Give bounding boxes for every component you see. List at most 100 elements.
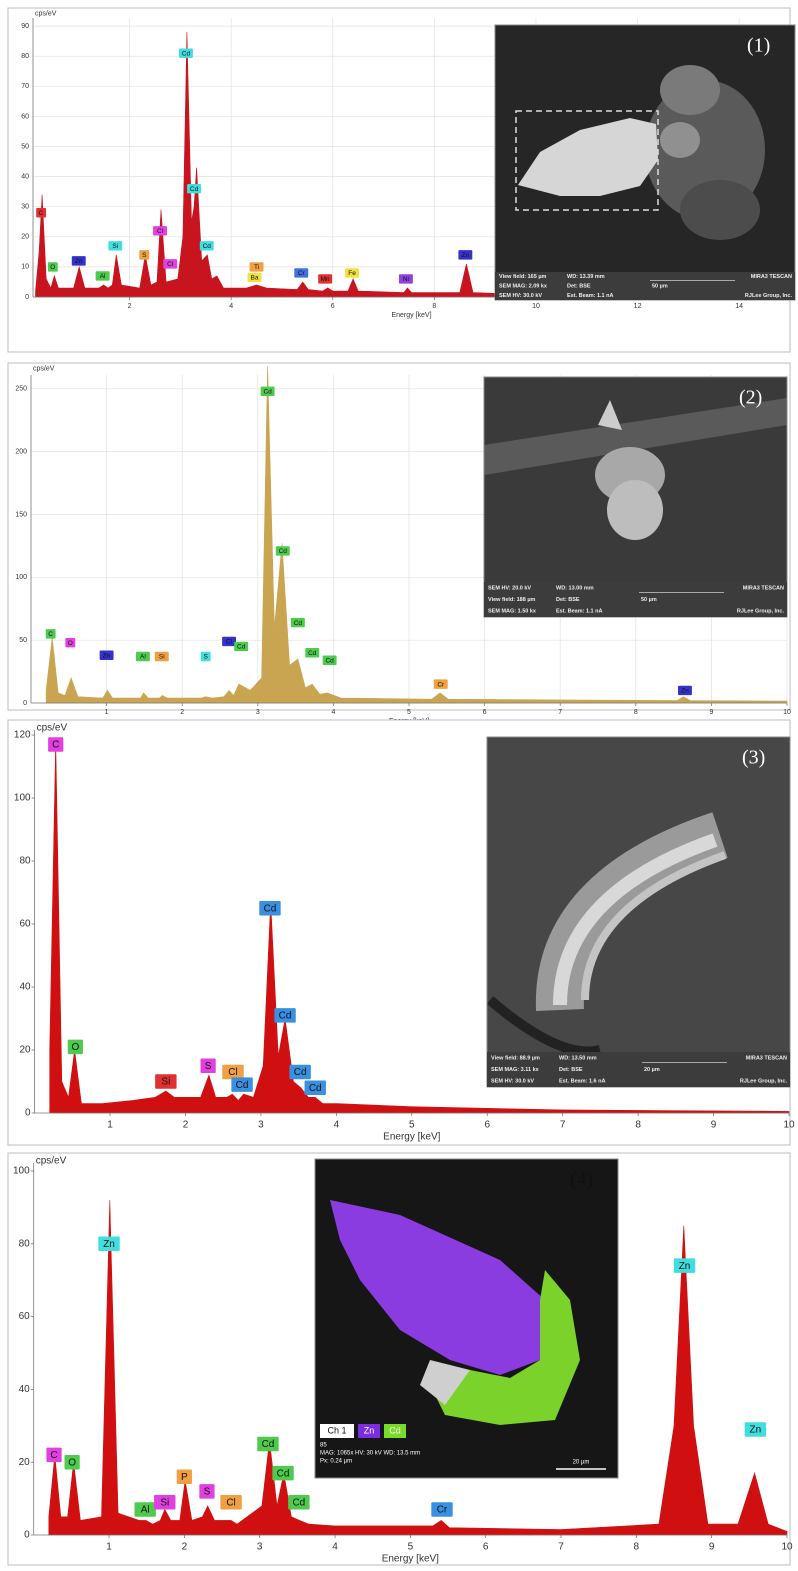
y-tick-label: 50 bbox=[21, 143, 29, 150]
peak-label: Ba bbox=[251, 275, 259, 282]
peak-label: C bbox=[39, 210, 44, 217]
sem-image bbox=[484, 377, 787, 617]
peak-label: Cr bbox=[437, 1505, 448, 1516]
x-tick-label: 10 bbox=[783, 1120, 795, 1131]
y-tick-label: 20 bbox=[19, 1045, 31, 1056]
peak-label: Cd bbox=[309, 1083, 322, 1094]
y-tick-label: 90 bbox=[21, 23, 29, 30]
image-label: (3) bbox=[742, 747, 765, 769]
sem-image bbox=[487, 737, 790, 1087]
x-tick-label: 1 bbox=[106, 1542, 112, 1553]
peak-label: Zn bbox=[75, 258, 83, 265]
peak-label: Al bbox=[141, 1505, 150, 1516]
peak-label: Mn bbox=[321, 276, 330, 283]
peak-label: Ti bbox=[254, 264, 259, 271]
info-text: 20 µm bbox=[644, 1067, 660, 1073]
x-tick-label: 7 bbox=[558, 1542, 564, 1553]
x-tick-label: 7 bbox=[558, 709, 562, 716]
peak-label: Cd bbox=[308, 650, 317, 657]
info-text: SEM MAG: 2.09 kx bbox=[499, 283, 548, 289]
peak-label: Si bbox=[112, 243, 118, 250]
x-axis-label: Energy [keV] bbox=[382, 1554, 439, 1565]
y-tick-label: 250 bbox=[15, 386, 27, 393]
peak-label: O bbox=[68, 1457, 76, 1468]
image-info: MAG: 1065x HV: 30 kV WD: 13.5 mm bbox=[320, 1451, 420, 1457]
info-text: RJLee Group, Inc. bbox=[737, 609, 785, 615]
x-tick-label: 7 bbox=[560, 1120, 566, 1131]
peak-label: Cd bbox=[182, 50, 191, 57]
info-text: WD: 13.39 mm bbox=[567, 274, 605, 280]
y-tick-label: 80 bbox=[19, 856, 31, 867]
peak-label: O bbox=[68, 640, 73, 647]
peak-label: S bbox=[205, 1061, 212, 1072]
x-tick-label: 4 bbox=[334, 1120, 340, 1131]
sem-image bbox=[495, 25, 795, 300]
info-text: Det: BSE bbox=[559, 1067, 583, 1073]
y-tick-label: 100 bbox=[14, 793, 31, 804]
peak-label: P bbox=[181, 1472, 188, 1483]
x-tick-label: 4 bbox=[229, 303, 233, 310]
peak-label: C bbox=[50, 1450, 57, 1461]
y-tick-label: 80 bbox=[19, 1238, 31, 1249]
x-tick-label: 12 bbox=[634, 303, 642, 310]
y-axis-label: cps/eV bbox=[35, 11, 57, 18]
peak-label: Zn bbox=[103, 652, 111, 659]
y-tick-label: 50 bbox=[19, 637, 27, 644]
peak-label: Zn bbox=[462, 252, 470, 259]
peak-label: Cd bbox=[237, 644, 246, 651]
x-tick-label: 10 bbox=[781, 1542, 793, 1553]
info-text: Det: BSE bbox=[567, 283, 591, 289]
info-text: View field: 88.9 µm bbox=[491, 1055, 540, 1061]
channel-label: Zn bbox=[364, 1425, 375, 1435]
peak-label: C bbox=[52, 740, 59, 751]
image-label: (2) bbox=[739, 387, 762, 409]
particle bbox=[607, 480, 663, 540]
x-tick-label: 6 bbox=[484, 1120, 490, 1131]
x-tick-label: 4 bbox=[332, 1542, 338, 1553]
peak-label: Cr bbox=[437, 681, 445, 688]
y-tick-label: 80 bbox=[21, 53, 29, 60]
x-tick-label: 3 bbox=[257, 1542, 263, 1553]
peak-label: Si bbox=[160, 1497, 169, 1508]
y-tick-label: 60 bbox=[19, 1311, 31, 1322]
page: {"chart_data": [ {"type": "area", "ylabe… bbox=[0, 0, 798, 1571]
y-tick-label: 150 bbox=[15, 511, 27, 518]
y-tick-label: 60 bbox=[21, 113, 29, 120]
x-tick-label: 8 bbox=[635, 1120, 641, 1131]
peak-label: O bbox=[71, 1042, 79, 1053]
peak-label: Zn bbox=[679, 1261, 691, 1272]
info-text: MIRA3 TESCAN bbox=[746, 1055, 787, 1061]
particle-cluster bbox=[660, 65, 720, 115]
info-text: Est. Beam: 1.6 nA bbox=[559, 1079, 605, 1085]
peak-label: Cd bbox=[279, 548, 288, 555]
x-tick-label: 1 bbox=[105, 709, 109, 716]
y-axis-label: cps/eV bbox=[37, 723, 68, 734]
peak-label: Cl bbox=[226, 1497, 235, 1508]
info-text: WD: 13.00 mm bbox=[556, 585, 594, 591]
scale-label: 20 µm bbox=[573, 1460, 590, 1466]
info-text: RJLee Group, Inc. bbox=[745, 293, 793, 299]
info-text: Est. Beam: 1.1 nA bbox=[556, 609, 602, 615]
x-tick-label: 10 bbox=[532, 303, 540, 310]
particle-cluster bbox=[680, 180, 760, 240]
peak-label: Cr bbox=[298, 270, 306, 277]
x-tick-label: 2 bbox=[180, 709, 184, 716]
x-tick-label: 8 bbox=[634, 1542, 640, 1553]
y-axis-label: cps/eV bbox=[33, 366, 55, 373]
x-tick-label: 6 bbox=[483, 709, 487, 716]
figure: 01020304050607080902468101214cps/eVEnerg… bbox=[0, 0, 798, 1571]
peak-label: Cd bbox=[277, 1468, 290, 1479]
x-tick-label: 8 bbox=[634, 709, 638, 716]
x-tick-label: 1 bbox=[107, 1120, 113, 1131]
peak-label: Cd bbox=[264, 903, 277, 914]
channel-label: Ch 1 bbox=[327, 1425, 346, 1435]
x-tick-label: 5 bbox=[408, 1542, 414, 1553]
peak-label: Cl bbox=[226, 639, 233, 646]
x-tick-label: 6 bbox=[331, 303, 335, 310]
peak-label: Ni bbox=[403, 276, 409, 283]
peak-label: Si bbox=[161, 1077, 170, 1088]
info-text: View field: 165 µm bbox=[499, 274, 547, 280]
y-tick-label: 10 bbox=[21, 264, 29, 271]
peak-label: S bbox=[203, 654, 208, 661]
y-tick-label: 60 bbox=[19, 919, 31, 930]
